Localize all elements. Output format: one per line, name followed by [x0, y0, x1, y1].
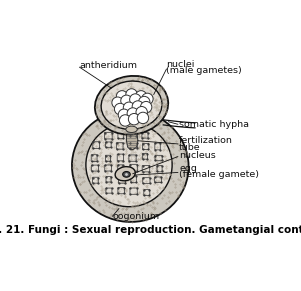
Circle shape: [132, 101, 144, 112]
Text: tube: tube: [179, 143, 201, 152]
Ellipse shape: [86, 123, 172, 207]
Circle shape: [118, 109, 130, 120]
Text: nucleus: nucleus: [179, 151, 216, 160]
Circle shape: [114, 103, 126, 115]
Circle shape: [123, 102, 135, 113]
Circle shape: [116, 91, 128, 102]
Text: antheridium: antheridium: [79, 61, 138, 70]
Ellipse shape: [115, 167, 135, 181]
Circle shape: [128, 113, 140, 125]
Circle shape: [135, 91, 147, 102]
Text: oogonium: oogonium: [113, 212, 160, 221]
Circle shape: [121, 95, 132, 107]
Ellipse shape: [126, 126, 137, 132]
Text: egg: egg: [179, 164, 197, 173]
Text: somatic hypha: somatic hypha: [179, 120, 249, 129]
Circle shape: [112, 97, 123, 109]
Ellipse shape: [95, 76, 168, 134]
Circle shape: [138, 96, 150, 108]
Circle shape: [127, 108, 138, 119]
Text: nuclei: nuclei: [166, 60, 195, 69]
Circle shape: [126, 89, 137, 100]
Ellipse shape: [101, 81, 162, 129]
Text: fertilization: fertilization: [179, 136, 233, 145]
Text: (female gamete): (female gamete): [179, 171, 259, 180]
Circle shape: [119, 115, 131, 126]
Ellipse shape: [123, 171, 130, 177]
Polygon shape: [126, 128, 138, 150]
Circle shape: [130, 94, 141, 105]
Ellipse shape: [72, 110, 189, 222]
Circle shape: [141, 102, 152, 113]
Circle shape: [142, 93, 153, 104]
Circle shape: [137, 112, 149, 124]
Text: (male gametes): (male gametes): [166, 66, 242, 75]
Circle shape: [136, 107, 147, 118]
Text: Fig. 21. Fungi : Sexual reproduction. Gametangial contact: Fig. 21. Fungi : Sexual reproduction. Ga…: [0, 225, 301, 235]
